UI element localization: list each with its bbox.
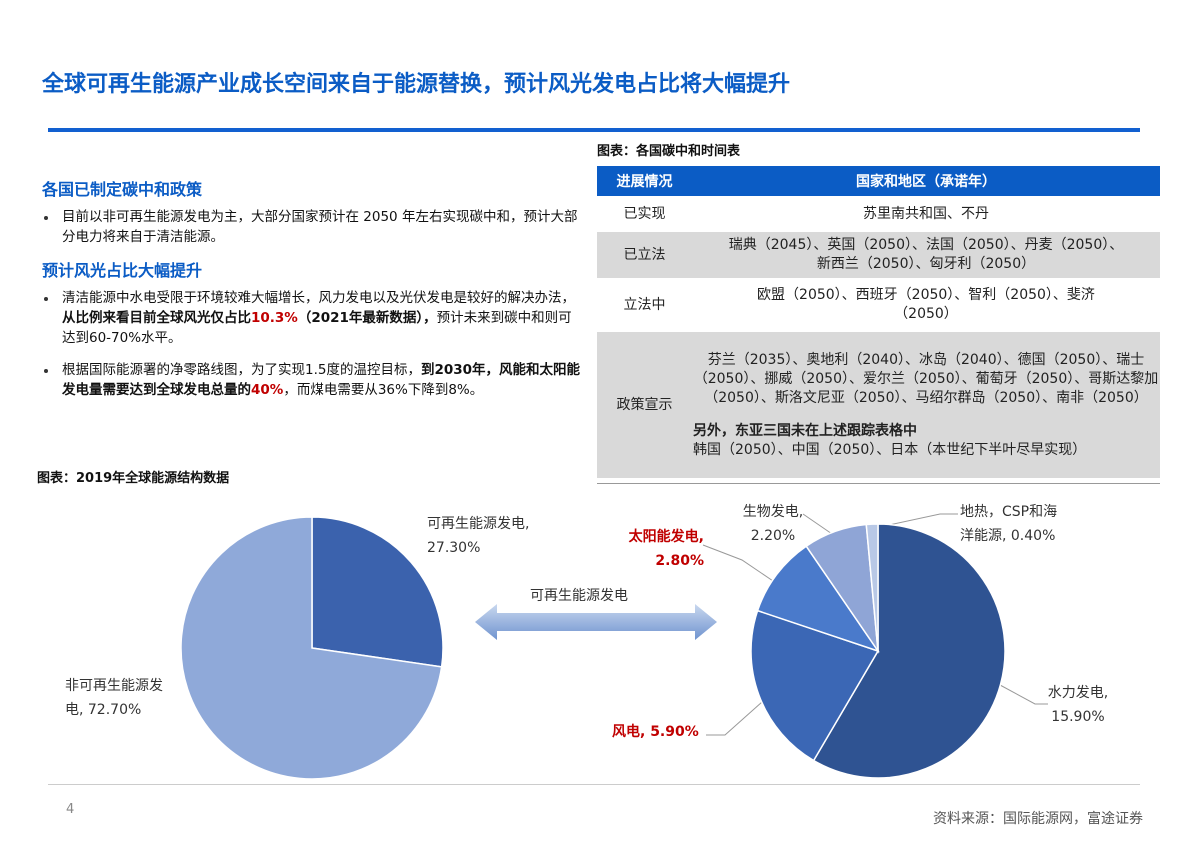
text: 到2030年，风能和太阳能发电量需要达到全球发电总量的 <box>62 362 581 398</box>
bullet: 目前以非可再生能源发电为主，大部分国家预计在 2050 年左右实现碳中和，预计大… <box>40 207 582 247</box>
double-arrow <box>475 604 717 640</box>
table-rule <box>597 483 1160 484</box>
pie-slice <box>311 516 444 668</box>
arrow-label: 可再生能源发电 <box>530 588 628 604</box>
section-heading: 各国已制定碳中和政策 <box>42 180 203 199</box>
page-number: 4 <box>66 802 75 817</box>
bullet: 清洁能源中水电受限于环境较难大幅增长，风力发电以及光伏发电是较好的解决办法， 从比… <box>40 288 582 348</box>
chart-caption: 图表：2019年全球能源结构数据 <box>37 471 230 486</box>
bullet: 根据国际能源署的净零路线图，为了实现1.5度的温控目标，到2030年，风能和太阳… <box>40 360 582 400</box>
text: 另外，东亚三国未在上述跟踪表格中 <box>693 422 917 439</box>
text: 10.3% <box>251 310 298 326</box>
text: 预计未来到碳中和则可达到60-70%水平。 <box>62 310 572 346</box>
source: 资料来源：国际能源网，富途证券 <box>933 811 1143 827</box>
text: 从比例来看目前全球风光仅占比 <box>62 310 251 326</box>
title-rule <box>48 128 1140 132</box>
cell: 瑞典（2045）、英国（2050）、法国（2050）、丹麦（2050）、新西兰（… <box>692 232 1160 278</box>
cell: 芬兰（2035）、奥地利（2040）、冰岛（2040）、德国（2050）、瑞士（… <box>692 332 1160 478</box>
pie-slice <box>180 516 443 780</box>
value-label: 风电, 5.90% <box>612 724 699 740</box>
text: 韩国（2050）、中国（2050）、日本（本世纪下半叶尽早实现） <box>693 441 1087 458</box>
text: 根据国际能源署的净零路线图，为了实现1.5度的温控目标， <box>62 362 421 378</box>
cell: 欧盟（2050）、西班牙（2050）、智利（2050）、斐济（2050） <box>757 287 1095 322</box>
pie-slice <box>750 609 880 762</box>
cell: 苏里南共和国、不丹 <box>863 205 989 222</box>
text: 40% <box>251 382 284 398</box>
value-label: 可再生能源发电, 27.30% <box>427 516 530 556</box>
value-label: 非可再生能源发电, 72.70% <box>65 678 163 718</box>
pie-slice <box>756 545 880 653</box>
pie-slice <box>865 523 879 652</box>
text: 芬兰（2035）、奥地利（2040）、冰岛（2040）、德国（2050）、瑞士（… <box>693 351 1159 406</box>
cell: 政策宣示 <box>597 332 692 478</box>
leader-lines <box>702 513 1048 736</box>
text: （2021年最新数据）， <box>297 310 437 326</box>
pie-slice <box>812 523 1006 779</box>
text: 清洁能源中水电受限于环境较难大幅增长，风力发电以及光伏发电是较好的解决办法， <box>62 290 575 306</box>
value-label: 水力发电, 15.90% <box>1047 685 1109 725</box>
cell: 已立法 <box>597 232 692 278</box>
text: 目前以非可再生能源发电为主，大部分国家预计在 2050 年左右实现碳中和，预计大… <box>62 209 578 245</box>
text: ，而煤电需要从36%下降到8%。 <box>283 382 484 398</box>
title: 全球可再生能源产业成长空间来自于能源替换，预计风光发电占比将大幅提升 <box>42 72 791 97</box>
table-caption: 图表：各国碳中和时间表 <box>597 144 741 159</box>
section-heading: 预计风光占比大幅提升 <box>42 261 203 280</box>
header-cell: 国家和地区（承诺年） <box>692 166 1160 196</box>
value-label: 地热，CSP和海洋能源, 0.40% <box>960 504 1058 544</box>
table: 进展情况 国家和地区（承诺年） 已实现 苏里南共和国、不丹 已立法 瑞典（2045）、… <box>597 166 1160 478</box>
header-cell: 进展情况 <box>597 166 692 196</box>
cell: 立法中 <box>623 296 666 313</box>
value-label: 生物发电, 2.20% <box>742 504 804 544</box>
footer-rule <box>48 784 1140 785</box>
cell: 已实现 <box>623 205 666 222</box>
value-label: 太阳能发电, 2.80% <box>628 529 704 569</box>
